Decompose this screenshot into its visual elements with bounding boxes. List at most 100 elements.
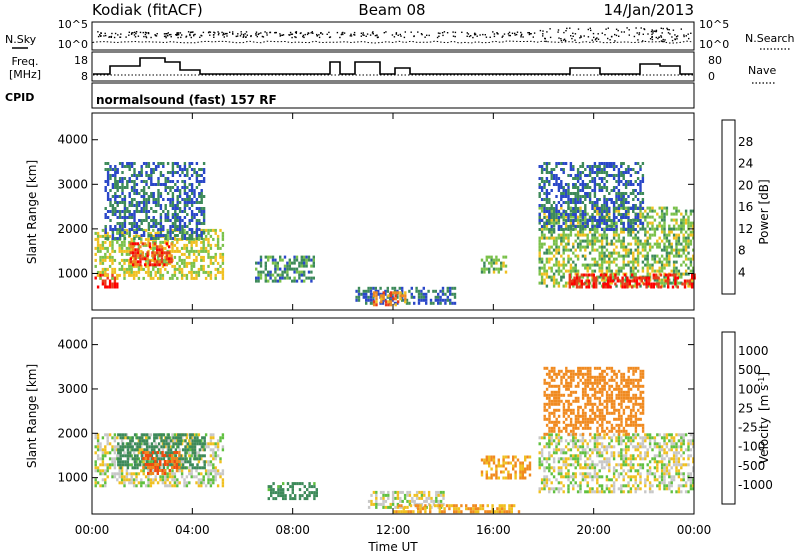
echo-cell <box>611 270 613 273</box>
sky-noise-point <box>136 31 137 32</box>
echo-cell <box>539 258 541 261</box>
echo-cell <box>579 225 581 228</box>
echo-cell <box>567 195 569 198</box>
echo-cell <box>563 210 565 213</box>
echo-cell <box>507 474 509 477</box>
echo-cell <box>606 180 608 183</box>
echo-cell <box>565 213 567 216</box>
echo-cell <box>572 201 574 204</box>
echo-cell <box>121 186 123 189</box>
echo-cell <box>661 210 663 213</box>
echo-cell <box>563 273 565 276</box>
echo-cell <box>188 439 190 442</box>
echo-cell <box>555 282 557 285</box>
echo-cell <box>174 244 176 247</box>
sky-noise-point <box>593 33 594 34</box>
echo-cell <box>167 478 169 481</box>
sky-noise-point <box>470 35 471 36</box>
echo-cell <box>277 491 279 494</box>
echo-cell <box>571 283 573 286</box>
echo-cell <box>95 436 97 439</box>
echo-cell <box>121 265 123 268</box>
echo-cell <box>546 475 548 478</box>
echo-cell <box>490 477 492 480</box>
echo-cell <box>543 162 545 165</box>
echo-cell <box>260 271 262 274</box>
echo-cell <box>167 210 169 213</box>
sky-noise-point <box>652 39 653 40</box>
echo-cell <box>594 162 596 165</box>
echo-cell <box>649 234 651 237</box>
echo-cell <box>195 277 197 280</box>
echo-cell <box>203 256 205 259</box>
echo-cell <box>649 246 651 249</box>
echo-cell <box>570 219 572 222</box>
echo-cell <box>555 240 557 243</box>
echo-cell <box>490 456 492 459</box>
echo-cell <box>651 225 653 228</box>
echo-cell <box>169 225 171 228</box>
echo-cell <box>310 280 312 283</box>
echo-cell <box>593 277 595 280</box>
sky-noise-point <box>482 34 483 35</box>
echo-cell <box>632 225 634 228</box>
echo-cell <box>177 186 179 189</box>
echo-cell <box>198 484 200 487</box>
echo-cell <box>210 244 212 247</box>
echo-cell <box>477 507 479 510</box>
echo-cell <box>419 510 421 513</box>
echo-cell <box>155 210 157 213</box>
echo-cell <box>133 237 135 240</box>
echo-cell <box>560 186 562 189</box>
echo-cell <box>299 494 301 497</box>
echo-cell <box>686 280 688 283</box>
echo-cell <box>133 478 135 481</box>
echo-cell <box>539 195 541 198</box>
echo-cell <box>105 225 107 228</box>
sky-noise-point <box>660 35 661 36</box>
echo-cell <box>613 210 615 213</box>
sky-noise-point <box>291 37 292 38</box>
echo-cell <box>591 228 593 231</box>
echo-cell <box>153 216 155 219</box>
echo-cell <box>138 171 140 174</box>
echo-cell <box>410 504 412 507</box>
echo-cell <box>217 247 219 250</box>
echo-cell <box>690 222 692 225</box>
echo-cell <box>107 183 109 186</box>
echo-cell <box>277 485 279 488</box>
echo-cell <box>447 287 449 290</box>
echo-cell <box>222 433 224 436</box>
echo-cell <box>160 436 162 439</box>
echo-cell <box>500 262 502 265</box>
echo-cell <box>174 213 176 216</box>
echo-cell <box>539 246 541 249</box>
echo-cell <box>548 171 550 174</box>
echo-cell <box>152 277 154 280</box>
echo-cell <box>147 238 149 241</box>
echo-cell <box>449 293 451 296</box>
echo-cell <box>142 242 144 245</box>
echo-cell <box>572 270 574 273</box>
echo-cell <box>651 246 653 249</box>
sky-noise-point <box>244 33 245 34</box>
echo-cell <box>645 280 647 283</box>
echo-cell <box>572 168 574 171</box>
echo-cell <box>543 267 545 270</box>
echo-cell <box>203 268 205 271</box>
echo-cell <box>179 195 181 198</box>
echo-cell <box>301 274 303 277</box>
echo-cell <box>215 253 217 256</box>
echo-cell <box>193 271 195 274</box>
echo-cell <box>541 460 543 463</box>
echo-cell <box>365 299 367 302</box>
echo-cell <box>143 162 145 165</box>
echo-cell <box>565 210 567 213</box>
echo-cell <box>392 497 394 500</box>
echo-cell <box>294 497 296 500</box>
echo-cell <box>112 228 114 231</box>
echo-cell <box>555 243 557 246</box>
echo-cell <box>623 261 625 264</box>
echo-cell <box>611 252 613 255</box>
echo-cell <box>644 219 646 222</box>
